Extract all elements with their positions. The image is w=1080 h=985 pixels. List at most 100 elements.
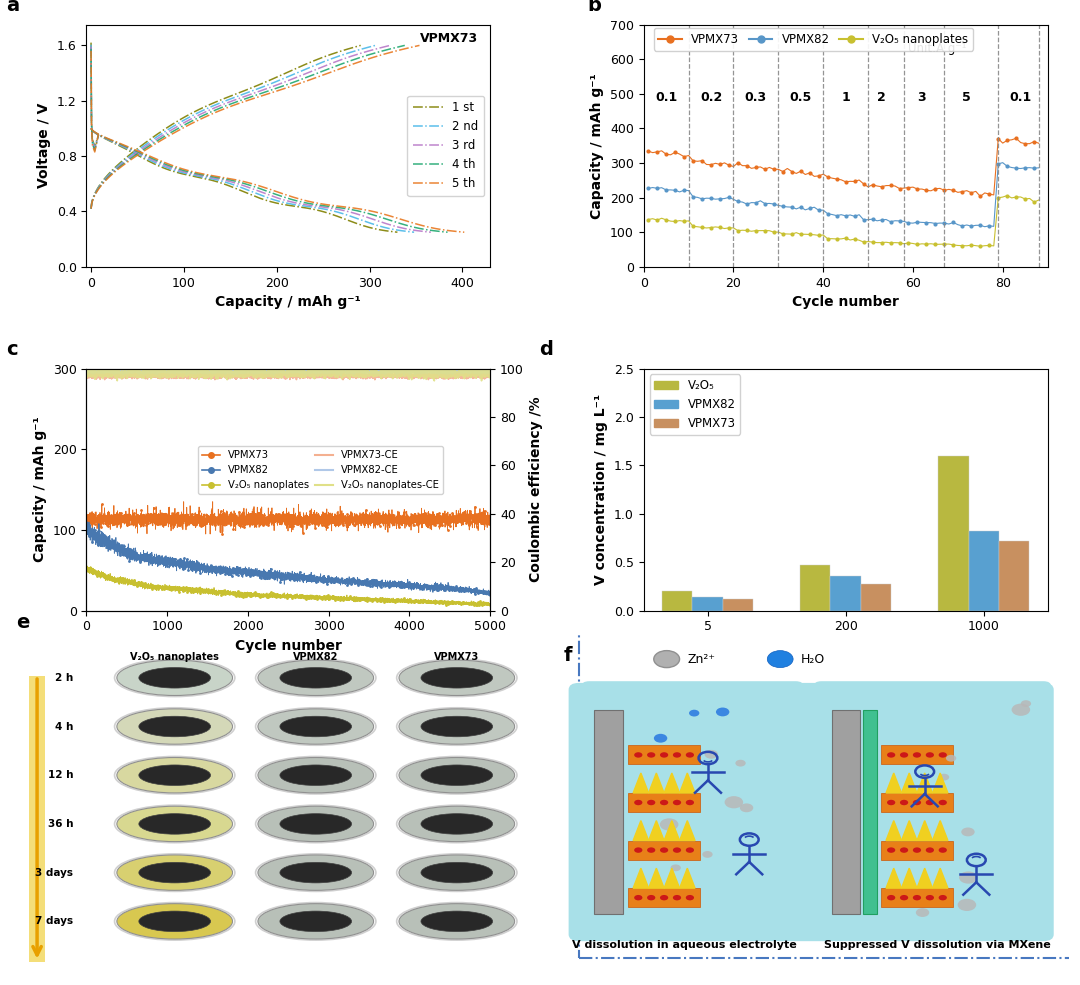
Y-axis label: Coulombic efficiency /%: Coulombic efficiency /% — [529, 397, 543, 582]
Circle shape — [704, 750, 718, 758]
Text: b: b — [588, 0, 602, 15]
3 rd — [300, 67, 313, 79]
Text: V₂O₅ nanoplates: V₂O₅ nanoplates — [131, 652, 219, 662]
V₂O₅ nanoplates — [1001, 190, 1014, 202]
4 th — [187, 114, 200, 126]
VPMX73 — [153, 512, 166, 524]
2 nd — [119, 154, 132, 165]
V₂O₅ nanoplates-CE — [80, 369, 93, 381]
Ellipse shape — [421, 911, 492, 932]
Line: VPMX73-CE: VPMX73-CE — [86, 371, 490, 379]
Ellipse shape — [139, 863, 211, 883]
VPMX73-CE — [322, 371, 335, 383]
5 th — [215, 104, 228, 116]
VPMX73 — [870, 180, 883, 192]
V₂O₅ nanoplates-CE — [484, 368, 497, 380]
FancyBboxPatch shape — [881, 793, 953, 812]
Circle shape — [647, 847, 656, 853]
V₂O₅ nanoplates — [974, 240, 987, 252]
Polygon shape — [633, 773, 649, 793]
Circle shape — [673, 895, 681, 900]
Circle shape — [887, 847, 895, 853]
Ellipse shape — [117, 709, 232, 745]
FancyBboxPatch shape — [627, 746, 700, 764]
Ellipse shape — [258, 903, 374, 939]
Ellipse shape — [139, 911, 211, 932]
VPMX82 — [754, 195, 767, 207]
Ellipse shape — [399, 807, 515, 841]
Circle shape — [634, 847, 643, 853]
Ellipse shape — [421, 668, 492, 689]
Circle shape — [660, 895, 669, 900]
Circle shape — [689, 710, 700, 716]
Circle shape — [887, 800, 895, 806]
VPMX82-CE — [484, 363, 497, 375]
V₂O₅ nanoplates — [484, 599, 497, 611]
FancyBboxPatch shape — [813, 682, 1051, 936]
3 rd — [203, 104, 216, 116]
V₂O₅ nanoplates-CE — [153, 367, 166, 379]
Circle shape — [647, 895, 656, 900]
Ellipse shape — [258, 660, 374, 695]
VPMX82 — [835, 209, 848, 221]
Bar — [831, 576, 861, 611]
Circle shape — [686, 800, 694, 806]
Circle shape — [647, 800, 656, 806]
Text: 3: 3 — [918, 92, 927, 104]
5 th — [191, 114, 204, 126]
Bar — [723, 599, 753, 611]
Text: Suppressed V dissolution via MXene: Suppressed V dissolution via MXene — [824, 940, 1051, 950]
VPMX73-CE — [234, 370, 247, 382]
VPMX73-CE — [368, 373, 381, 385]
Ellipse shape — [117, 855, 232, 890]
VPMX82-CE — [342, 362, 355, 374]
VPMX73 — [199, 528, 212, 540]
Text: 2 h: 2 h — [55, 673, 73, 683]
Text: 36 h: 36 h — [48, 819, 73, 829]
Text: a: a — [5, 0, 18, 15]
Text: 0.3: 0.3 — [745, 92, 767, 104]
V₂O₅ nanoplates — [234, 587, 247, 599]
V₂O₅ nanoplates — [81, 560, 94, 572]
Circle shape — [926, 847, 934, 853]
Polygon shape — [664, 773, 679, 793]
Ellipse shape — [399, 903, 515, 939]
Bar — [800, 565, 831, 611]
Ellipse shape — [421, 863, 492, 883]
VPMX73 — [642, 145, 654, 157]
Polygon shape — [664, 868, 679, 888]
Ellipse shape — [117, 660, 232, 695]
Circle shape — [887, 753, 895, 757]
VPMX82-CE — [413, 365, 426, 377]
Ellipse shape — [258, 757, 374, 793]
V₂O₅ nanoplates-CE — [234, 366, 247, 378]
1 st — [84, 203, 97, 215]
VPMX82 — [81, 516, 94, 528]
VPMX73 — [177, 495, 190, 507]
VPMX73 — [754, 161, 767, 172]
Polygon shape — [679, 773, 696, 793]
Ellipse shape — [280, 814, 352, 834]
Circle shape — [660, 753, 669, 757]
Ellipse shape — [258, 807, 374, 841]
Circle shape — [686, 847, 694, 853]
VPMX73 — [750, 162, 762, 173]
Circle shape — [926, 895, 934, 900]
Text: 0.5: 0.5 — [789, 92, 812, 104]
1 st — [191, 104, 204, 116]
Polygon shape — [917, 821, 932, 840]
VPMX73 — [413, 513, 426, 525]
VPMX73 — [234, 519, 247, 531]
2 nd — [177, 114, 190, 126]
Circle shape — [1021, 700, 1031, 707]
FancyBboxPatch shape — [881, 746, 953, 764]
Polygon shape — [633, 821, 649, 840]
VPMX82 — [1032, 162, 1045, 173]
3 rd — [272, 78, 285, 90]
VPMX82 — [342, 571, 355, 583]
Circle shape — [673, 847, 681, 853]
V₂O₅ nanoplates-CE — [342, 370, 355, 382]
V₂O₅ nanoplates-CE — [367, 360, 380, 371]
FancyBboxPatch shape — [627, 888, 700, 907]
Circle shape — [939, 895, 947, 900]
